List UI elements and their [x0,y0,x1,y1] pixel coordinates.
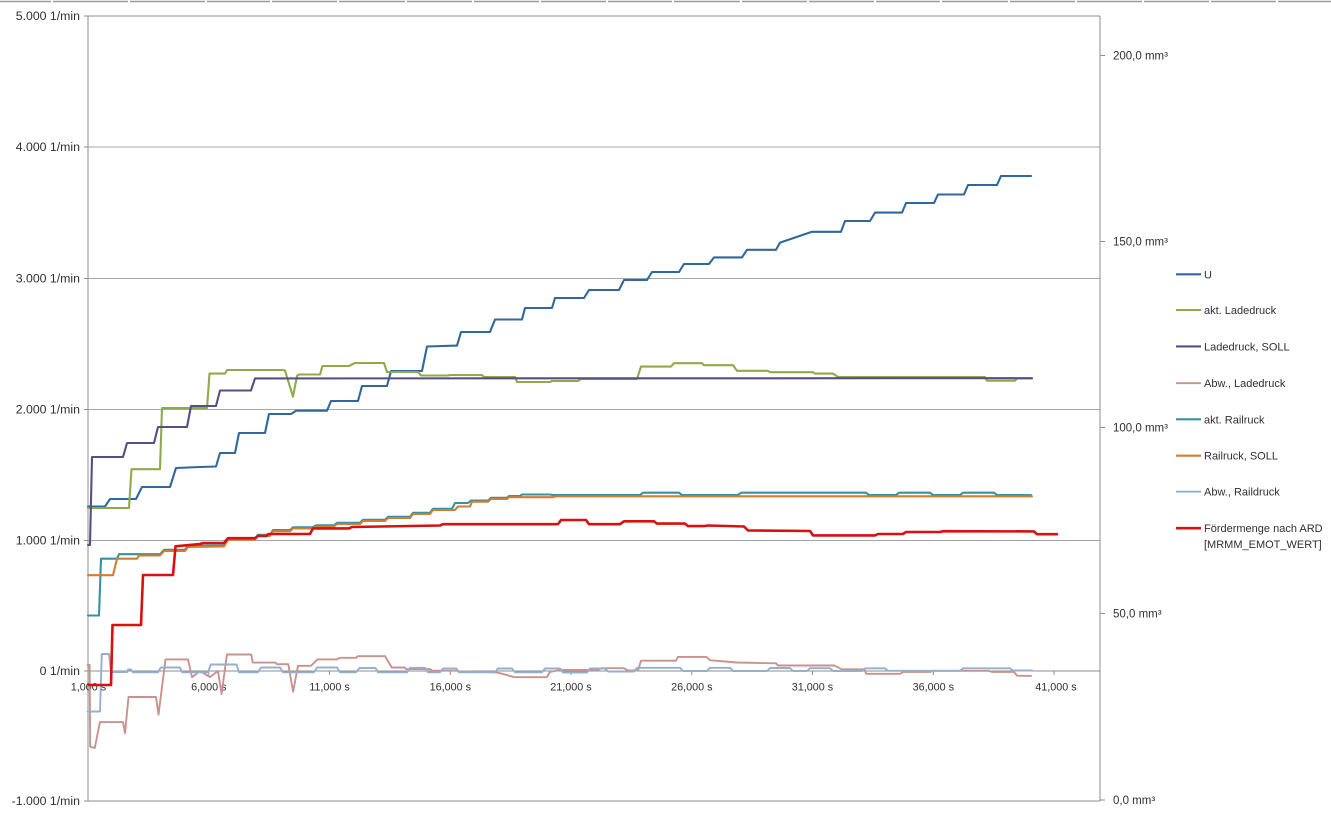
svg-text:U: U [1204,269,1212,281]
svg-text:akt. Ladedruck: akt. Ladedruck [1204,305,1277,317]
svg-text:2.000 1/min: 2.000 1/min [16,403,80,417]
svg-text:4.000 1/min: 4.000 1/min [16,140,80,154]
svg-text:200,0 mm³: 200,0 mm³ [1113,51,1168,63]
svg-text:-1.000 1/min: -1.000 1/min [12,794,81,808]
svg-text:16,000 s: 16,000 s [430,682,472,694]
svg-text:36,000 s: 36,000 s [913,682,955,694]
svg-text:3.000 1/min: 3.000 1/min [16,272,80,286]
svg-text:100,0 mm³: 100,0 mm³ [1113,423,1168,435]
svg-text:0 1/min: 0 1/min [40,664,80,678]
svg-text:6,000 s: 6,000 s [191,682,227,694]
svg-text:Fördermenge nach ARD: Fördermenge nach ARD [1204,523,1323,535]
svg-text:50,0 mm³: 50,0 mm³ [1113,609,1162,621]
svg-text:Ladedruck, SOLL: Ladedruck, SOLL [1204,341,1290,353]
svg-text:5.000 1/min: 5.000 1/min [16,9,80,23]
svg-text:1.000 1/min: 1.000 1/min [16,534,80,548]
svg-text:31,000 s: 31,000 s [792,682,834,694]
svg-text:26,000 s: 26,000 s [671,682,713,694]
svg-text:0,0 mm³: 0,0 mm³ [1113,795,1155,807]
svg-text:150,0 mm³: 150,0 mm³ [1113,237,1168,249]
svg-text:11,000 s: 11,000 s [309,682,350,694]
svg-text:Abw., Raildruck: Abw., Raildruck [1204,487,1280,499]
svg-text:[MRMM_EMOT_WERT]: [MRMM_EMOT_WERT] [1204,539,1322,551]
svg-text:Railruck, SOLL: Railruck, SOLL [1204,451,1278,463]
svg-text:21,000 s: 21,000 s [550,682,592,694]
svg-text:akt. Railruck: akt. Railruck [1204,414,1265,426]
svg-text:41,000 s: 41,000 s [1035,682,1077,694]
svg-text:Abw., Ladedruck: Abw., Ladedruck [1204,378,1286,390]
